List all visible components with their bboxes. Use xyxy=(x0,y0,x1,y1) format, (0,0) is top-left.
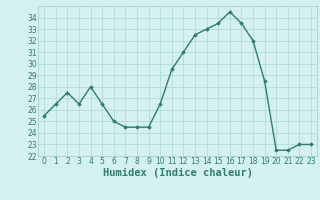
X-axis label: Humidex (Indice chaleur): Humidex (Indice chaleur) xyxy=(103,168,252,178)
